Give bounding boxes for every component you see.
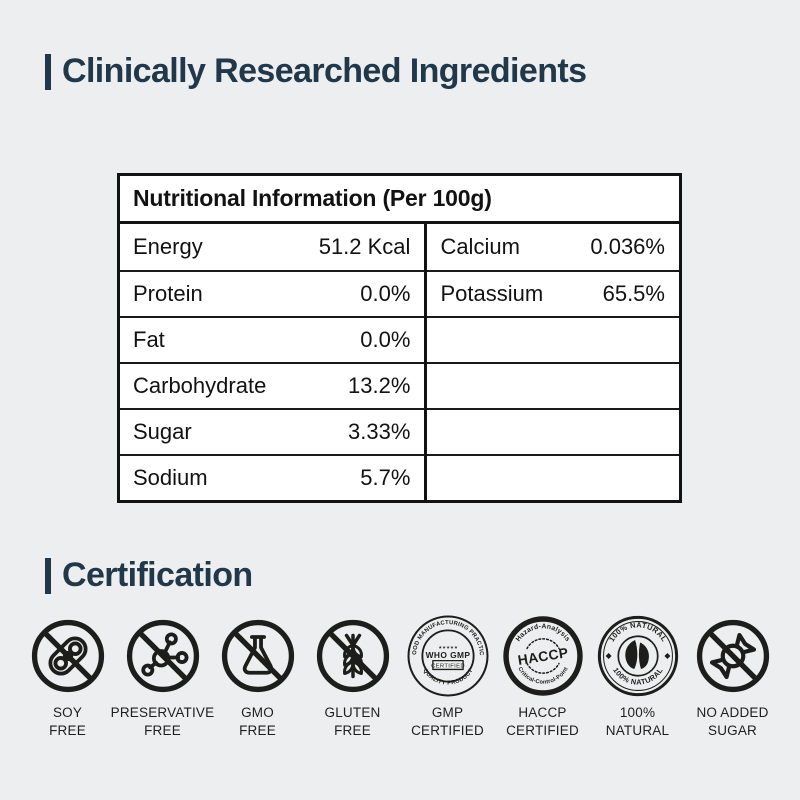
table-row: Sodium 5.7%	[120, 454, 425, 500]
nutrient-value: 5.7%	[360, 465, 411, 490]
nutrient-label: Energy	[133, 234, 203, 259]
cert-label: 100% NATURAL	[606, 704, 669, 740]
cert-label-line2: NATURAL	[605, 723, 670, 739]
natural-badge-icon: 100% NATURAL 100% NATURAL	[596, 614, 680, 698]
gmp-center-text: WHO GMP	[425, 650, 470, 660]
table-row: Sugar 3.33%	[120, 408, 425, 454]
table-row: Potassium 65.5%	[427, 270, 679, 316]
gmp-certified-badge-icon: GOOD MANUFACTURING PRACTICE QUALITY PROD…	[406, 614, 490, 698]
gmp-certified-text: CERTIFIED	[431, 663, 465, 669]
heading-accent-bar	[45, 53, 51, 90]
cert-label: HACCP CERTIFIED	[506, 704, 579, 740]
cert-label-line2: FREE	[144, 723, 181, 739]
badge-diamond	[663, 653, 670, 659]
table-row	[427, 408, 679, 454]
haccp-center-text: HACCP	[516, 644, 569, 668]
nutrition-right-column: Calcium 0.036% Potassium 65.5%	[427, 224, 679, 500]
cert-label-line1: NO ADDED	[696, 705, 769, 720]
gmp-stars: ★ ★ ★ ★ ★	[437, 645, 457, 649]
cert-label-line1: GMO	[241, 705, 274, 720]
nutrient-label: Sugar	[133, 419, 192, 444]
certification-heading: Certification	[45, 556, 253, 595]
cert-label: GMO FREE	[239, 704, 276, 740]
nutrient-label: Carbohydrate	[133, 373, 267, 398]
table-row	[427, 316, 679, 362]
nutrient-value: 0.0%	[360, 327, 411, 352]
soy-free-icon	[26, 614, 110, 698]
cert-item-gmp-certified: GOOD MANUFACTURING PRACTICE QUALITY PROD…	[400, 614, 495, 740]
nutrient-label: Calcium	[440, 234, 520, 259]
table-row	[427, 362, 679, 408]
preservative-free-icon	[121, 614, 205, 698]
nutrient-value: 13.2%	[348, 373, 411, 398]
cert-label-line1: PRESERVATIVE	[110, 705, 215, 720]
cert-item-soy-free: SOY FREE	[20, 614, 115, 740]
gmp-arc-bottom-text: QUALITY PRODUCT	[421, 668, 474, 687]
cert-label-line1: SOY	[52, 705, 83, 720]
cert-label: GMP CERTIFIED	[411, 704, 484, 740]
nutrient-value: 3.33%	[348, 419, 411, 444]
no-added-sugar-icon	[691, 614, 775, 698]
leaf-right	[638, 642, 649, 670]
svg-text:QUALITY PRODUCT: QUALITY PRODUCT	[421, 668, 474, 687]
cert-label-line1: GMP	[431, 705, 464, 720]
nutrition-left-column: Energy 51.2 Kcal Protein 0.0% Fat 0.0% C…	[120, 224, 428, 500]
nutrition-table-body: Energy 51.2 Kcal Protein 0.0% Fat 0.0% C…	[120, 224, 679, 500]
cert-item-haccp-certified: Hazard-Analysis Critical-Control-Point H…	[495, 614, 590, 740]
table-row: Energy 51.2 Kcal	[120, 224, 424, 270]
cert-label-line2: FREE	[334, 723, 371, 739]
haccp-arc-bottom-text: Critical-Control-Point	[516, 666, 569, 686]
ingredients-heading-text: Clinically Researched Ingredients	[62, 52, 587, 90]
cert-label-line2: SUGAR	[707, 723, 757, 739]
table-row: Carbohydrate 13.2%	[120, 362, 425, 408]
cert-item-gluten-free: GLUTEN FREE	[305, 614, 400, 740]
cert-label-line1: 100%	[619, 705, 656, 720]
svg-text:Critical-Control-Point: Critical-Control-Point	[516, 666, 569, 686]
cert-item-100-natural: 100% NATURAL 100% NATURAL 100% NATURAL	[590, 614, 685, 740]
certification-badges-row: SOY FREE PRESERVATIVE FREE	[0, 614, 800, 740]
table-row: Protein 0.0%	[120, 270, 425, 316]
cert-label: NO ADDED SUGAR	[696, 704, 768, 740]
nutrient-label: Protein	[133, 281, 203, 306]
heading-accent-bar	[45, 557, 51, 594]
cert-label-line2: FREE	[49, 723, 86, 739]
cert-item-no-added-sugar: NO ADDED SUGAR	[685, 614, 780, 740]
leaf-left	[624, 640, 637, 670]
table-row: Fat 0.0%	[120, 316, 425, 362]
ingredients-heading: Clinically Researched Ingredients	[45, 52, 587, 91]
badge-diamond	[605, 653, 612, 659]
cert-label-line2: CERTIFIED	[411, 723, 484, 739]
gmo-free-icon	[216, 614, 300, 698]
certification-heading-text: Certification	[62, 556, 253, 594]
cert-item-preservative-free: PRESERVATIVE FREE	[111, 614, 214, 740]
nutrient-value: 51.2 Kcal	[318, 234, 411, 259]
nutrient-label: Fat	[133, 327, 165, 352]
nutrition-table-title: Nutritional Information (Per 100g)	[120, 176, 679, 224]
nutrition-table: Nutritional Information (Per 100g) Energ…	[117, 173, 682, 503]
nutrient-label: Sodium	[133, 465, 208, 490]
nutrient-value: 0.0%	[360, 281, 411, 306]
nutrient-value: 0.036%	[590, 234, 665, 259]
cert-label: SOY FREE	[49, 704, 86, 740]
cert-label-line1: HACCP	[518, 705, 567, 720]
cert-label-line1: GLUTEN	[324, 705, 381, 720]
haccp-certified-badge-icon: Hazard-Analysis Critical-Control-Point H…	[501, 614, 585, 698]
table-row	[427, 454, 679, 500]
cert-item-gmo-free: GMO FREE	[210, 614, 305, 740]
cert-label-line2: FREE	[239, 723, 276, 739]
cert-label: PRESERVATIVE FREE	[111, 704, 215, 740]
table-row: Calcium 0.036%	[427, 224, 679, 270]
nutrient-label: Potassium	[440, 281, 544, 306]
gluten-free-icon	[311, 614, 395, 698]
nutrient-value: 65.5%	[602, 281, 665, 306]
cert-label: GLUTEN FREE	[325, 704, 381, 740]
cert-label-line2: CERTIFIED	[506, 723, 579, 739]
